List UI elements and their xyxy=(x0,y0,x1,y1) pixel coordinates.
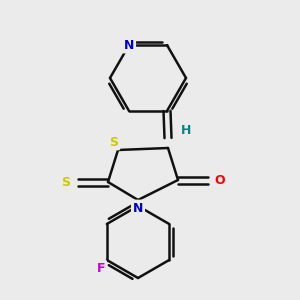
Text: F: F xyxy=(97,262,105,275)
Text: N: N xyxy=(124,39,134,52)
Text: S: S xyxy=(61,176,70,188)
Text: S: S xyxy=(110,136,118,148)
Text: N: N xyxy=(133,202,143,214)
Text: H: H xyxy=(181,124,191,136)
Text: O: O xyxy=(215,173,225,187)
